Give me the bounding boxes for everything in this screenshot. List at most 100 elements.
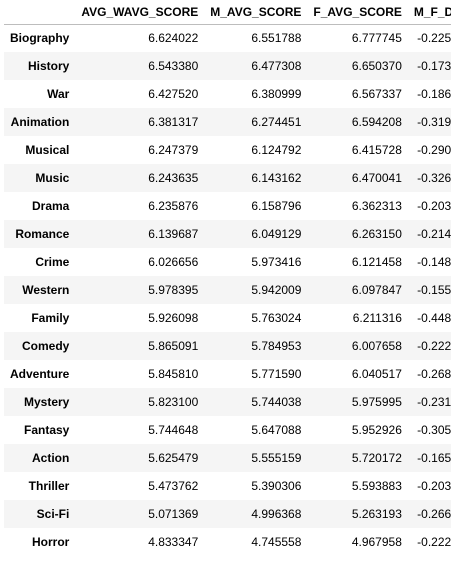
table-cell: 4.996368	[251, 507, 302, 521]
table-cell: 5.720172	[351, 451, 402, 465]
table-cell: -0.148041	[417, 255, 451, 269]
table-cell: 6.211316	[352, 311, 402, 325]
table-cell: 5.978395	[148, 283, 199, 297]
table-row: Adventure 5.845810 5.771590 6.040517 -0.2689…	[4, 360, 451, 388]
table-cell: 6.415728	[351, 143, 402, 157]
table-cell: 6.381317	[148, 115, 199, 129]
row-index-label: Family	[31, 311, 70, 325]
table-cell: 6.551788	[251, 31, 302, 46]
table-row: Musical 6.247379 6.124792 6.415728 -0.290936	[4, 136, 451, 164]
row-index-label: Crime	[35, 255, 70, 269]
table-cell: 6.143162	[251, 171, 302, 185]
table-row: Sci-Fi 5.071369 4.996368 5.263193 -0.266825	[4, 500, 451, 528]
table-cell: -0.173062	[417, 59, 451, 73]
table-cell: 5.763024	[251, 311, 302, 325]
row-index-label: Romance	[15, 227, 70, 241]
table-cell: 6.594208	[351, 115, 402, 129]
row-index-label: Thriller	[28, 479, 70, 493]
table-row: Mystery 5.823100 5.744038 5.975995 -0.231957	[4, 388, 451, 416]
table-cell: 6.049129	[251, 227, 302, 241]
table-cell: 6.427520	[148, 87, 199, 101]
table-cell: 5.975995	[351, 395, 402, 409]
table-header: AVG_WAVG_SCORE M_AVG_SCORE F_AVG_SCORE M…	[4, 0, 451, 25]
row-index-label: History	[28, 59, 70, 73]
table-row: Music 6.243635 6.143162 6.470041 -0.326880	[4, 164, 451, 192]
table-cell: 6.158796	[251, 199, 302, 213]
table-row: Western 5.978395 5.942009 6.097847 -0.155838	[4, 276, 451, 304]
table-cell: 6.243635	[148, 171, 199, 185]
table-body: Biography 6.624022 6.551788 6.777745 -0.2259…	[4, 24, 451, 556]
table-row: Comedy 5.865091 5.784953 6.007658 -0.222705	[4, 332, 451, 360]
table-cell: -0.305838	[417, 423, 451, 437]
row-index-label: Drama	[31, 199, 70, 213]
table-cell: 6.650370	[351, 59, 402, 73]
table-cell: -0.326880	[417, 171, 451, 185]
column-header: F_AVG_SCORE	[307, 0, 408, 25]
table-cell: -0.186338	[417, 87, 451, 101]
table-row: Fantasy 5.744648 5.647088 5.952926 -0.305838	[4, 416, 451, 444]
table-cell: 5.555159	[251, 451, 302, 465]
row-index-label: Musical	[25, 143, 70, 157]
table-cell: 5.771590	[251, 367, 302, 381]
table-cell: 4.833347	[148, 535, 199, 549]
table-cell: 6.777745	[351, 31, 402, 46]
table-row: Biography 6.624022 6.551788 6.777745 -0.2259…	[4, 24, 451, 52]
table-cell: 4.745558	[251, 535, 302, 549]
table-row: Thriller 5.473762 5.390306 5.593883 -0.20357…	[4, 472, 451, 500]
table-cell: -0.214020	[417, 227, 451, 241]
table-cell: 6.477308	[251, 59, 302, 73]
row-index-label: Fantasy	[23, 423, 70, 437]
table-row: Animation 6.381317 6.274451 6.594208 -0.3197…	[4, 108, 451, 136]
table-row: Drama 6.235876 6.158796 6.362313 -0.203518	[4, 192, 451, 220]
table-cell: 5.647088	[251, 423, 302, 437]
table-row: War 6.427520 6.380999 6.567337 -0.186338	[4, 80, 451, 108]
table-cell: 5.593883	[351, 479, 402, 493]
table-cell: 6.543380	[148, 59, 199, 73]
table-cell: 6.247379	[148, 143, 199, 157]
table-cell: 6.026656	[148, 255, 199, 269]
table-row: Family 5.926098 5.763024 6.211316 -0.448292	[4, 304, 451, 332]
table-cell: 5.744648	[148, 423, 199, 437]
row-index-label: Animation	[10, 115, 70, 129]
row-index-label: War	[47, 87, 70, 101]
table-cell: -0.203518	[417, 199, 451, 213]
row-index-label: Sci-Fi	[36, 507, 70, 521]
table-cell: 6.007658	[351, 339, 402, 353]
column-header: M_AVG_SCORE	[204, 0, 308, 25]
row-index-label: Western	[22, 283, 70, 297]
table-cell: -0.448292	[417, 311, 451, 325]
table-cell: 6.139687	[148, 227, 199, 241]
table-cell: 5.865091	[148, 339, 199, 353]
row-index-label: Action	[32, 451, 70, 465]
table-cell: 6.097847	[351, 283, 402, 297]
table-cell: 6.624022	[148, 31, 199, 46]
header-row: AVG_WAVG_SCORE M_AVG_SCORE F_AVG_SCORE M…	[4, 0, 451, 25]
table-cell: -0.222399	[417, 535, 451, 549]
table-row: Crime 6.026656 5.973416 6.121458 -0.148041	[4, 248, 451, 276]
dataframe-table: AVG_WAVG_SCORE M_AVG_SCORE F_AVG_SCORE M…	[4, 0, 451, 556]
table-cell: 5.973416	[251, 255, 302, 269]
table-cell: 4.967958	[351, 535, 402, 549]
table-cell: 5.263193	[351, 507, 402, 521]
table-cell: -0.225957	[417, 31, 451, 46]
row-index-label: Music	[35, 171, 70, 185]
table-row: History 6.543380 6.477308 6.650370 -0.173062	[4, 52, 451, 80]
row-index-label: Mystery	[23, 395, 70, 409]
table-cell: 5.942009	[251, 283, 302, 297]
table-cell: 6.235876	[148, 199, 199, 213]
table-cell: 5.071369	[148, 507, 199, 521]
table-cell: 5.952926	[351, 423, 402, 437]
table-cell: 6.263150	[351, 227, 402, 241]
column-header: M_F_DIFF	[407, 0, 451, 25]
table-cell: -0.231957	[417, 395, 451, 409]
table-cell: 5.926098	[148, 311, 199, 325]
table-row: Romance 6.139687 6.049129 6.263150 -0.214020	[4, 220, 451, 248]
row-index-label: Horror	[32, 535, 70, 549]
table-cell: -0.268926	[417, 367, 451, 381]
table-cell: -0.290936	[417, 143, 451, 157]
table-cell: -0.165013	[417, 451, 451, 465]
table-cell: 5.473762	[148, 479, 199, 493]
table-cell: 5.823100	[148, 395, 199, 409]
table-cell: -0.266825	[417, 507, 451, 521]
table-cell: 6.274451	[251, 115, 302, 129]
